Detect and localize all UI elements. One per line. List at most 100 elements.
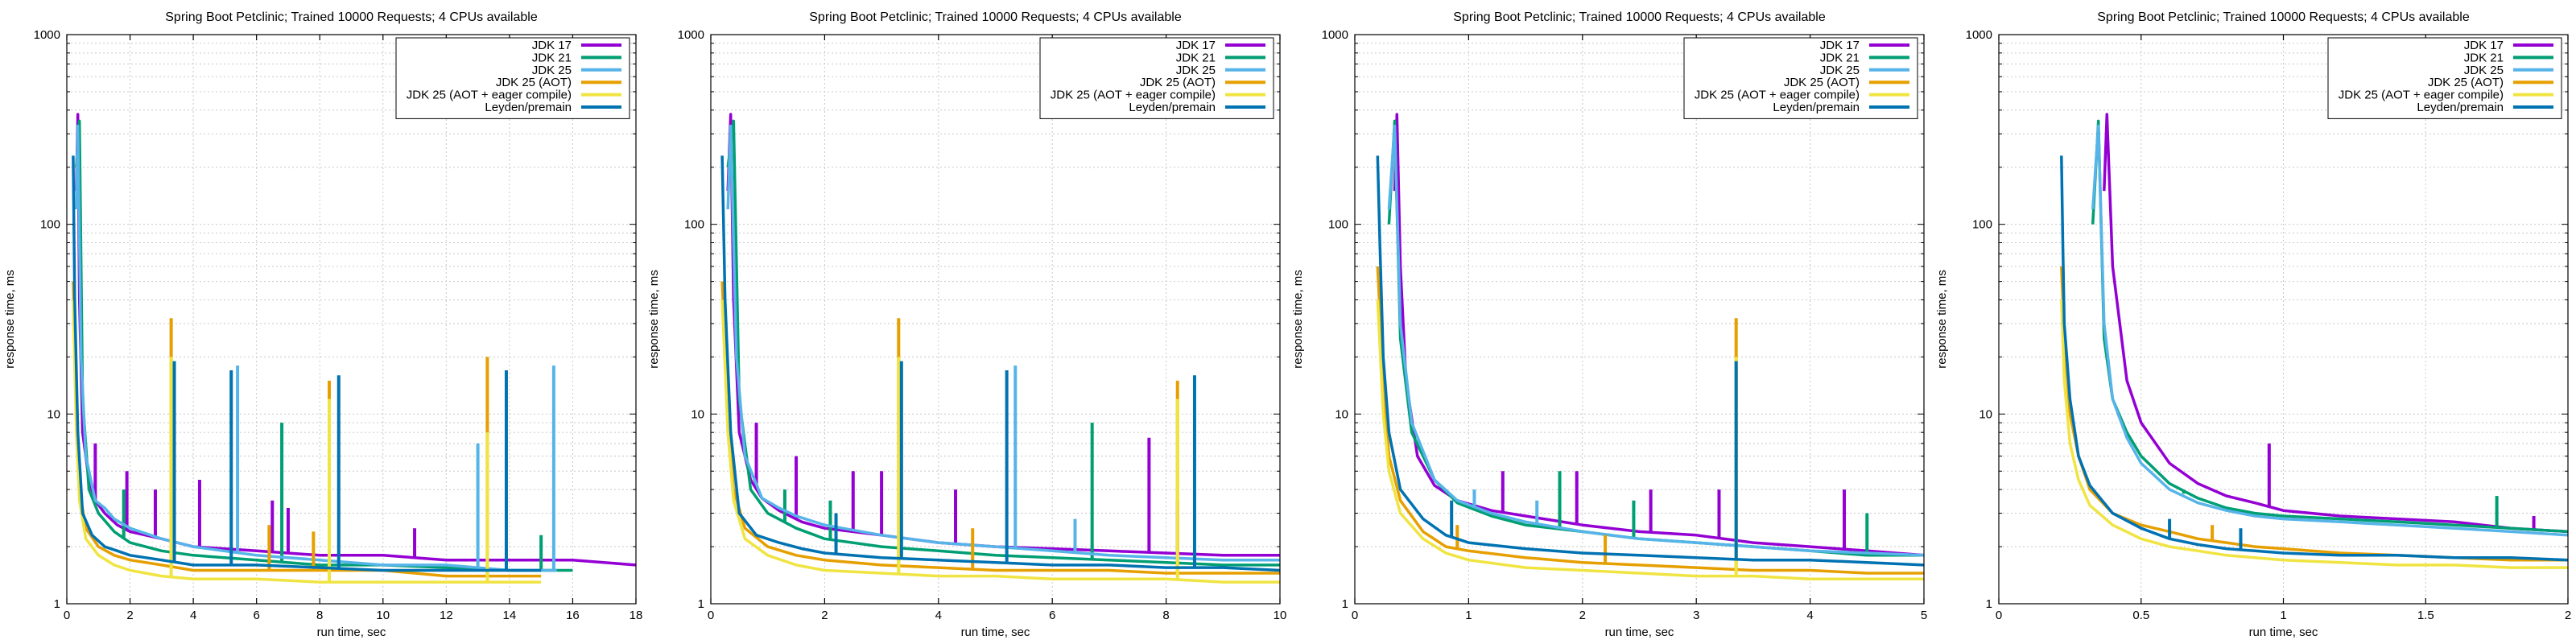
legend-box (1039, 37, 1274, 119)
x-tick-label: 14 (503, 609, 517, 622)
y-tick-label: 1 (1986, 597, 1992, 611)
legend-label: JDK 25 (AOT + eager compile) (1051, 89, 1216, 102)
x-tick-label: 6 (253, 609, 259, 622)
y-tick-label: 10 (1335, 407, 1348, 421)
legend-label: JDK 25 (AOT + eager compile) (407, 89, 572, 102)
series-line-3 (726, 124, 1280, 562)
y-tick-label: 10 (47, 407, 60, 421)
y-tick-label: 1000 (1966, 28, 1992, 42)
x-tick-label: 4 (190, 609, 196, 622)
chart-panel-4: Spring Boot Petclinic; Trained 10000 Req… (1935, 10, 2571, 639)
y-tick-label: 100 (684, 218, 704, 232)
legend-label: Leyden/premain (1129, 101, 1216, 114)
legend-label: JDK 17 (1176, 39, 1216, 52)
x-tick-label: 16 (566, 609, 580, 622)
x-tick-label: 6 (1049, 609, 1055, 622)
x-tick-label: 8 (1162, 609, 1169, 622)
series-line-4 (720, 281, 1280, 575)
y-axis-label: response time, ms (3, 270, 17, 369)
series-group (2060, 113, 2569, 569)
x-tick-label: 1.5 (2417, 609, 2434, 622)
x-tick-label: 2 (126, 609, 133, 622)
x-tick-label: 3 (1693, 609, 1699, 622)
series-line-2 (726, 119, 1280, 567)
series-group (720, 113, 1281, 584)
y-axis-label: response time, ms (1935, 270, 1949, 369)
series-line-6 (1376, 155, 1925, 567)
y-axis-label: response time, ms (1291, 270, 1305, 369)
x-tick-label: 10 (376, 609, 390, 622)
legend-label: Leyden/premain (1773, 101, 1860, 114)
grid-lines (67, 35, 636, 604)
legend-box (1683, 37, 1918, 119)
x-tick-label: 5 (1921, 609, 1927, 622)
legend-label: JDK 25 (AOT) (1784, 76, 1860, 89)
x-tick-label: 0 (708, 609, 714, 622)
legend-label: JDK 25 (AOT + eager compile) (1695, 89, 1860, 102)
x-tick-label: 1 (2280, 609, 2286, 622)
y-tick-label: 10 (691, 407, 704, 421)
x-tick-label: 0 (64, 609, 70, 622)
y-tick-label: 10 (1979, 407, 1992, 421)
y-tick-label: 100 (1972, 218, 1992, 232)
y-tick-label: 1 (1342, 597, 1348, 611)
legend-label: JDK 17 (532, 39, 572, 52)
chart-panel-2: Spring Boot Petclinic; Trained 10000 Req… (647, 10, 1286, 639)
legend-label: JDK 25 (AOT) (2428, 76, 2504, 89)
x-tick-label: 12 (440, 609, 453, 622)
series-line-5 (2060, 299, 2568, 569)
legend-label: JDK 21 (2464, 51, 2504, 64)
series-line-1 (75, 113, 637, 567)
series-group (72, 113, 637, 584)
y-tick-label: 1 (698, 597, 704, 611)
series-line-3 (75, 124, 557, 572)
x-tick-label: 4 (935, 609, 942, 622)
chart-title: Spring Boot Petclinic; Trained 10000 Req… (1453, 10, 1826, 24)
series-line-1 (1393, 113, 1925, 557)
y-tick-label: 1000 (678, 28, 704, 42)
legend-label: JDK 25 (1820, 64, 1860, 77)
x-tick-label: 2 (1579, 609, 1586, 622)
x-tick-label: 8 (316, 609, 323, 622)
chart-panel-3: Spring Boot Petclinic; Trained 10000 Req… (1291, 10, 1927, 639)
x-tick-label: 2 (821, 609, 828, 622)
x-tick-label: 0.5 (2132, 609, 2149, 622)
chart-panel-1: Spring Boot Petclinic; Trained 10000 Req… (3, 10, 642, 639)
x-axis-label: run time, sec (2249, 625, 2318, 639)
x-axis-label: run time, sec (317, 625, 386, 639)
legend-label: JDK 25 (532, 64, 572, 77)
series-line-2 (75, 119, 573, 572)
chart-title: Spring Boot Petclinic; Trained 10000 Req… (2097, 10, 2470, 24)
legend-label: JDK 21 (1820, 51, 1860, 64)
legend-label: JDK 25 (2464, 64, 2504, 77)
series-group (1376, 113, 1925, 581)
legend-label: JDK 17 (1820, 39, 1860, 52)
legend-label: JDK 25 (1176, 64, 1216, 77)
legend-label: JDK 17 (2464, 39, 2504, 52)
series-line-3 (2091, 124, 2569, 537)
x-tick-label: 0 (1996, 609, 2002, 622)
x-axis-label: run time, sec (961, 625, 1030, 639)
y-tick-label: 100 (1328, 218, 1348, 232)
legend-label: Leyden/premain (485, 101, 572, 114)
series-line-6 (72, 155, 542, 572)
y-tick-label: 1000 (34, 28, 60, 42)
series-line-5 (1376, 299, 1924, 581)
x-tick-label: 2 (2565, 609, 2571, 622)
chart-title: Spring Boot Petclinic; Trained 10000 Req… (165, 10, 538, 24)
legend-box (2327, 37, 2562, 119)
x-tick-label: 1 (1465, 609, 1472, 622)
chart-title: Spring Boot Petclinic; Trained 10000 Req… (809, 10, 1182, 24)
y-tick-label: 100 (40, 218, 60, 232)
x-tick-label: 10 (1274, 609, 1287, 622)
legend-label: JDK 25 (AOT) (496, 76, 572, 89)
legend-label: JDK 25 (AOT + eager compile) (2339, 89, 2504, 102)
series-line-2 (2091, 119, 2569, 534)
series-line-1 (726, 113, 1280, 557)
legend-box (395, 37, 630, 119)
